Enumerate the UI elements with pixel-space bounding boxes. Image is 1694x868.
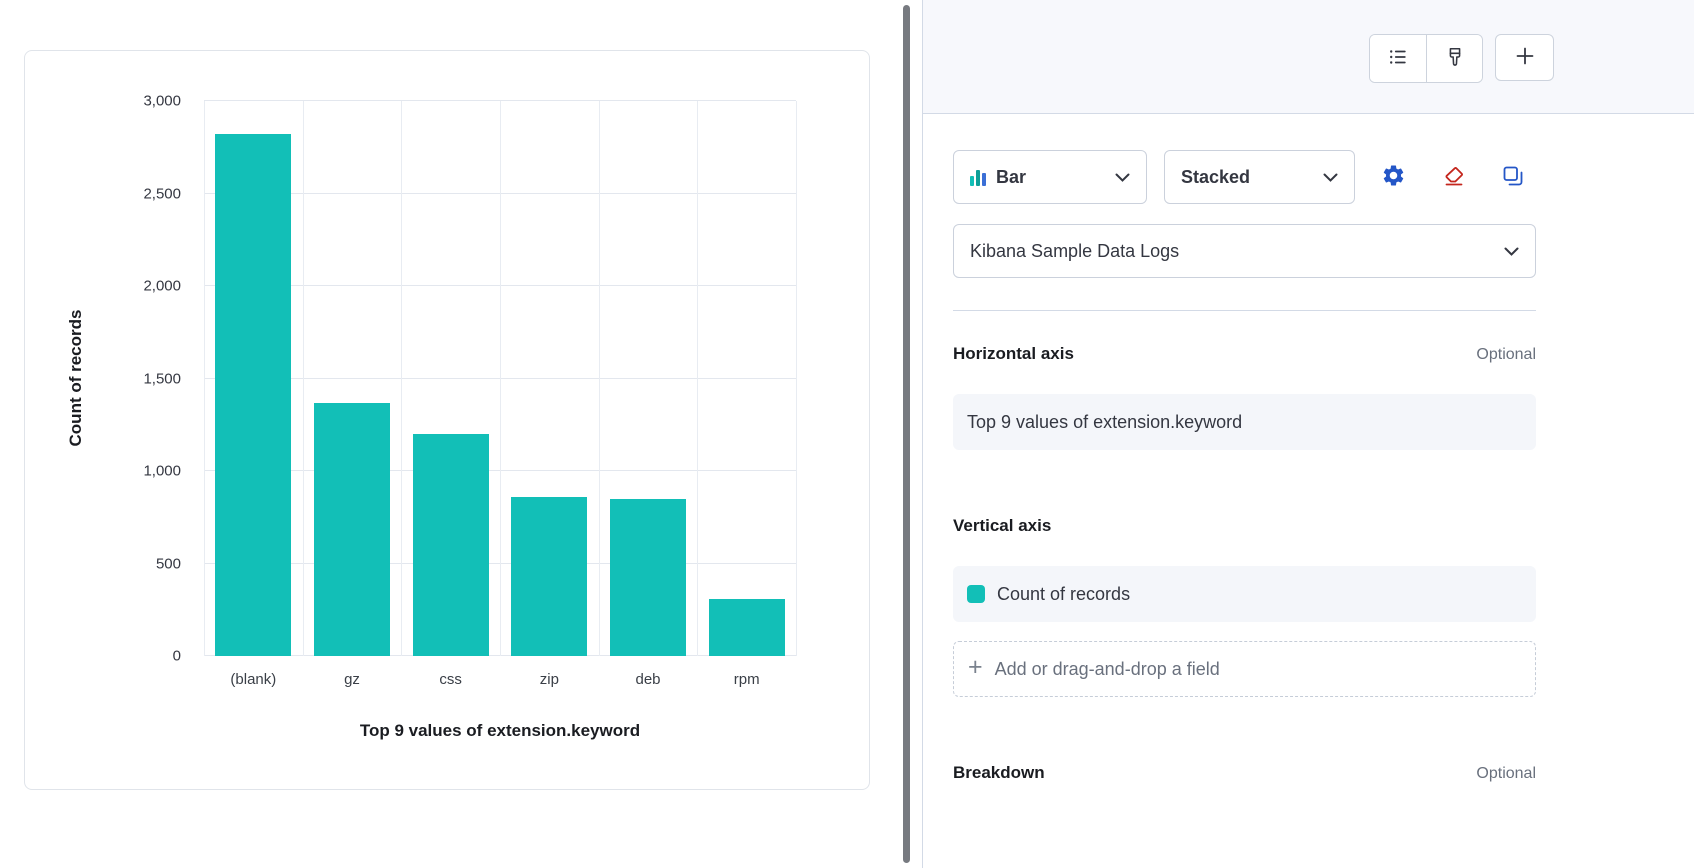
bar-css[interactable] <box>412 434 489 656</box>
config-header <box>923 0 1694 114</box>
brush-button[interactable] <box>1426 35 1482 82</box>
bar-gz[interactable] <box>314 402 390 656</box>
chevron-down-icon <box>1323 173 1338 182</box>
gridline <box>204 101 205 656</box>
gridline <box>697 101 699 656</box>
chart-panel: Count of records 0 500 1,000 1,500 2,000 2,50… <box>24 50 870 790</box>
bar-chart-icon <box>970 169 986 186</box>
lens-config-panel: Bar Stacked <box>922 0 1694 868</box>
vertical-axis-section-header: Vertical axis <box>953 516 1536 536</box>
chart-type-label: Bar <box>996 166 1027 187</box>
clear-layer-button[interactable] <box>1440 163 1468 191</box>
x-tick-label: (blank) <box>230 671 277 688</box>
x-tick-label: deb <box>635 671 661 688</box>
add-field-placeholder: Add or drag-and-drop a field <box>994 658 1220 679</box>
gridline <box>204 100 796 101</box>
y-tick-label: 0 <box>172 647 181 665</box>
x-tick-label: css <box>439 671 462 688</box>
toolbar-button-group <box>1369 34 1483 83</box>
gridline <box>401 101 403 656</box>
data-view-select[interactable]: Kibana Sample Data Logs <box>953 224 1536 278</box>
x-tick-label: rpm <box>733 671 760 688</box>
brush-icon <box>1444 46 1466 71</box>
horizontal-axis-field[interactable]: Top 9 values of extension.keyword <box>953 394 1536 450</box>
y-tick-label: 2,000 <box>143 277 181 295</box>
duplicate-layer-button[interactable] <box>1499 163 1527 191</box>
x-tick-label: gz <box>344 671 360 688</box>
gridline <box>500 101 501 656</box>
y-tick-label: 2,500 <box>143 185 181 202</box>
bar-rpm[interactable] <box>708 598 785 656</box>
chevron-down-icon <box>1115 173 1130 182</box>
plot-area <box>204 100 797 656</box>
bar-deb[interactable] <box>610 498 686 656</box>
add-field-dropzone[interactable]: + Add or drag-and-drop a field <box>953 641 1536 697</box>
add-layer-button[interactable] <box>1495 34 1554 81</box>
y-axis-ticks: 0 500 1,000 1,500 2,000 2,500 3,000 <box>61 93 181 665</box>
chevron-down-icon <box>1504 247 1519 256</box>
gridline <box>302 101 304 656</box>
x-tick-label: zip <box>539 671 559 688</box>
eraser-icon <box>1442 164 1466 191</box>
bar-zip[interactable] <box>511 496 588 656</box>
copy-icon <box>1501 164 1525 191</box>
plus-icon: + <box>968 653 983 681</box>
section-divider <box>953 310 1536 311</box>
chart-type-select[interactable]: Bar <box>953 150 1147 204</box>
x-axis-ticks: (blank) gz css zip deb rpm <box>204 671 796 693</box>
y-tick-label: 3,000 <box>143 92 181 110</box>
horizontal-axis-heading: Horizontal axis <box>953 344 1074 363</box>
breakdown-heading: Breakdown <box>953 763 1045 782</box>
horizontal-axis-field-label: Top 9 values of extension.keyword <box>967 411 1243 432</box>
y-tick-label: 1,500 <box>143 370 181 387</box>
vertical-axis-heading: Vertical axis <box>953 516 1052 535</box>
stacked-mode-select[interactable]: Stacked <box>1164 150 1355 204</box>
panel-scrollbar-thumb[interactable] <box>903 5 910 863</box>
data-view-label: Kibana Sample Data Logs <box>970 240 1180 261</box>
y-tick-label: 500 <box>155 555 181 572</box>
layer-settings-button[interactable] <box>1379 163 1407 191</box>
vertical-axis-field[interactable]: Count of records <box>953 566 1536 622</box>
y-tick-label: 1,000 <box>143 462 181 480</box>
bar-(blank)[interactable] <box>215 134 292 656</box>
list-icon <box>1387 46 1409 71</box>
plus-icon <box>1513 44 1537 71</box>
breakdown-optional-label: Optional <box>1476 765 1536 782</box>
layer-list-button[interactable] <box>1370 35 1426 82</box>
horizontal-axis-optional-label: Optional <box>1476 346 1536 363</box>
gridline <box>796 101 797 656</box>
series-color-swatch <box>967 585 985 603</box>
horizontal-axis-section-header: Horizontal axis Optional <box>953 344 1536 364</box>
vertical-axis-field-label: Count of records <box>997 583 1131 604</box>
stacked-mode-label: Stacked <box>1181 166 1251 187</box>
gridline <box>598 101 600 656</box>
breakdown-section-header: Breakdown Optional <box>953 763 1536 783</box>
x-axis-title: Top 9 values of extension.keyword <box>359 721 641 740</box>
gear-icon <box>1381 163 1406 191</box>
